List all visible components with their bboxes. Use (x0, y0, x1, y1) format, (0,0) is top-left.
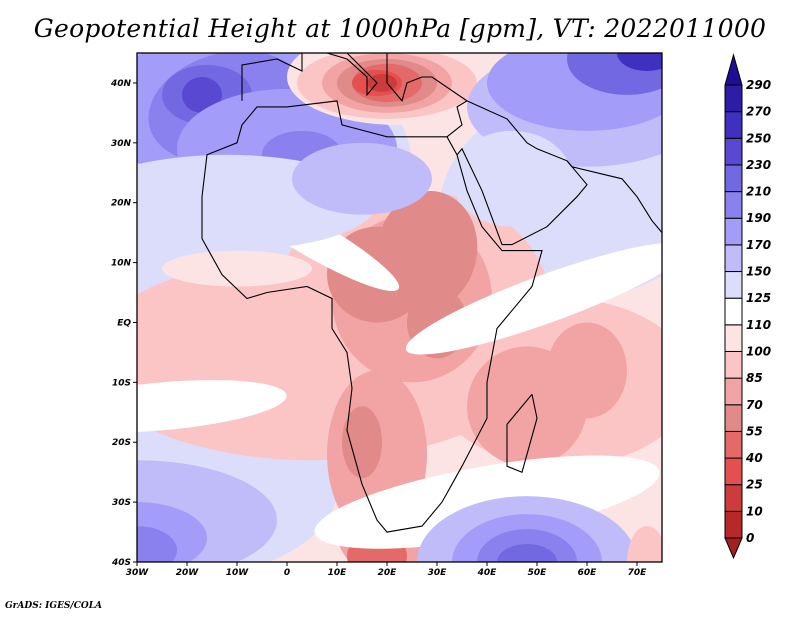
x-tick-label: 50E (528, 568, 548, 578)
y-tick-label: 10S (112, 378, 131, 388)
colorbar-box (724, 404, 743, 432)
chart-title: Geopotential Height at 1000hPa [gpm], VT… (33, 14, 767, 43)
x-tick-label: 0 (284, 568, 290, 578)
contour-region (182, 76, 222, 113)
coastline (506, 393, 538, 473)
colorbar-box (724, 84, 743, 113)
colorbar-box (724, 244, 743, 273)
colorbar-label: 250 (746, 131, 771, 145)
contour-region (162, 250, 312, 287)
colorbar-label: 40 (745, 451, 763, 465)
y-tick-label: 10N (111, 259, 132, 269)
x-axis: 30W 20W 10W 0 10E 20E 30E 40E 50E 60E 70E (126, 562, 647, 578)
y-tick-label: 30S (112, 498, 131, 508)
colorbar-box (724, 350, 743, 379)
colorbar-box (724, 164, 743, 193)
y-axis: 40N 30N 20N 10N EQ 10S 20S 30S 40S (110, 79, 137, 568)
colorbar: 0 10 25 40 55 70 85 100 110 125 150 170 190 210 230 250… (724, 53, 771, 560)
x-tick-label: 10W (226, 568, 250, 578)
y-tick-label: 40N (110, 79, 132, 89)
y-tick-label: 20S (112, 438, 131, 448)
y-tick-label: 40S (111, 558, 131, 568)
coastline (241, 53, 303, 101)
contour-region (342, 406, 382, 479)
contour-region (137, 380, 287, 433)
colorbar-extend-max (724, 53, 743, 86)
colorbar-label: 190 (746, 211, 771, 225)
plot-frame (136, 52, 663, 563)
x-tick-label: 30E (428, 568, 448, 578)
colorbar-label: 100 (746, 344, 771, 358)
colorbar-label: 25 (746, 478, 763, 492)
x-tick-label: 40E (477, 568, 498, 578)
colorbar-extend-min (724, 537, 743, 560)
colorbar-label: 270 (746, 105, 771, 119)
contour-region (452, 130, 572, 227)
colorbar-label: 110 (746, 318, 771, 332)
colorbar-box (724, 510, 743, 539)
contour-region (497, 544, 557, 562)
x-tick-label: 20W (176, 568, 200, 578)
y-tick-label: 20N (111, 199, 132, 209)
x-tick-label: 20E (378, 568, 398, 578)
colorbar-box (724, 191, 743, 219)
colorbar-box (724, 457, 743, 486)
contour-region (467, 346, 587, 467)
coastline-layer (201, 53, 662, 533)
colorbar-label: 210 (746, 185, 771, 199)
colorbar-label: 85 (746, 371, 763, 385)
colorbar-label: 10 (746, 504, 763, 518)
colorbar-label: 55 (746, 424, 763, 438)
colorbar-box (724, 111, 743, 139)
contour-region (137, 526, 177, 562)
contour-region (627, 526, 662, 562)
contour-region (292, 142, 432, 215)
colorbar-label: 150 (746, 265, 771, 279)
y-tick-label: 30N (111, 139, 132, 149)
y-tick-label: EQ (117, 318, 131, 328)
x-tick-label: 10E (328, 568, 348, 578)
colorbar-box (724, 297, 743, 326)
colorbar-label: 0 (746, 531, 754, 545)
colorbar-box (724, 217, 743, 246)
field-layer (137, 53, 662, 562)
grads-credit: GrADS: IGES/COLA (5, 601, 103, 611)
colorbar-label: 230 (746, 158, 771, 172)
contour-region (617, 53, 662, 71)
colorbar-box (724, 137, 743, 166)
coastline (386, 53, 469, 138)
x-tick-label: 70E (628, 568, 648, 578)
colorbar-label: 170 (746, 238, 771, 252)
colorbar-label: 70 (746, 398, 763, 412)
colorbar-box (724, 324, 743, 352)
contour-region (367, 73, 397, 92)
x-tick-label: 30W (126, 568, 150, 578)
colorbar-label: 290 (746, 78, 771, 92)
contour-region (405, 242, 662, 355)
coastline (566, 160, 662, 233)
x-tick-label: 60E (578, 568, 598, 578)
coastline (201, 100, 543, 533)
colorbar-label: 125 (746, 291, 771, 305)
colorbar-box (724, 377, 743, 406)
coastline (326, 53, 378, 97)
colorbar-box (724, 430, 743, 459)
colorbar-box (724, 271, 743, 299)
colorbar-box (724, 484, 743, 512)
coastline (456, 100, 588, 246)
